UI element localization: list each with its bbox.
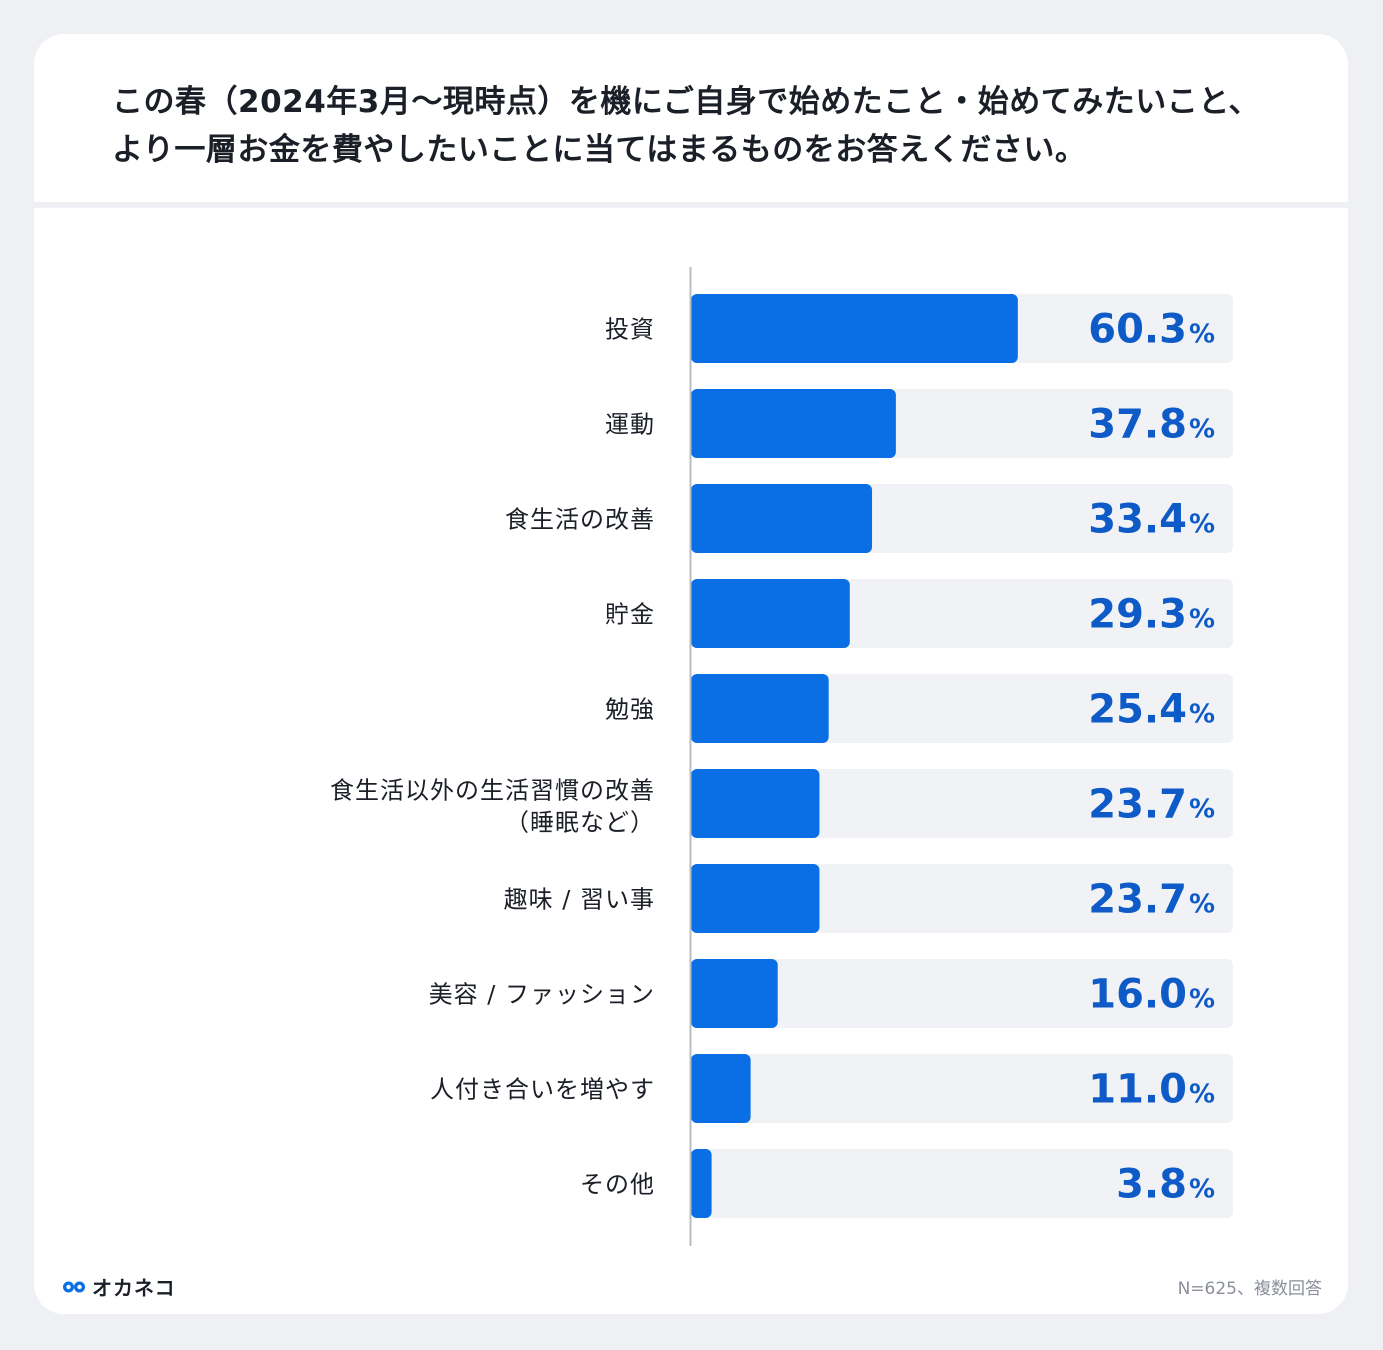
- bar-label: 勉強: [605, 696, 655, 724]
- data-label-value: 11.0: [1088, 1067, 1187, 1113]
- brand-logo: オカネコ: [62, 1272, 176, 1301]
- data-label-unit: %: [1189, 890, 1215, 920]
- bar-label: その他: [580, 1171, 655, 1199]
- bar-label: 食生活以外の生活習慣の改善 （睡眠など）: [330, 777, 655, 837]
- bar-label: 貯金: [605, 601, 655, 629]
- bar: [691, 959, 778, 1028]
- bar-track: [691, 1149, 1233, 1218]
- data-label-value: 25.4: [1088, 687, 1187, 733]
- bar-track: [691, 769, 1233, 838]
- bar-label: 食生活の改善: [505, 506, 655, 534]
- data-label: 11.0%: [1088, 1067, 1215, 1113]
- bar-chart: 投資 60.3% 運動 37.8% 食生活の改善 33.4% 貯金 29.3% 勉強 25.4% 食…: [330, 267, 1233, 1246]
- data-label-unit: %: [1189, 1175, 1215, 1205]
- data-label-value: 60.3: [1088, 307, 1187, 353]
- bar-label: 趣味 / 習い事: [504, 886, 655, 914]
- bar: [691, 484, 873, 553]
- bar-track: [691, 1054, 1233, 1123]
- data-label-value: 29.3: [1088, 592, 1187, 638]
- chart-card: この春（2024年3月〜現時点）を機にご自身で始めたこと・始めてみたいこと、より…: [34, 34, 1348, 1314]
- data-label-unit: %: [1189, 1080, 1215, 1110]
- bar: [691, 294, 1018, 363]
- data-label-value: 33.4: [1088, 497, 1187, 543]
- sample-note: N=625、複数回答: [1177, 1279, 1322, 1299]
- okaneko-logo-icon: [63, 1281, 85, 1292]
- data-label: 3.8%: [1116, 1162, 1215, 1208]
- bar-label: 美容 / ファッション: [429, 981, 655, 1009]
- data-label: 37.8%: [1088, 402, 1215, 448]
- bar-label: 運動: [605, 411, 655, 439]
- data-label-unit: %: [1189, 795, 1215, 825]
- bar: [691, 1054, 751, 1123]
- title-divider: [34, 202, 1348, 208]
- data-label: 33.4%: [1088, 497, 1215, 543]
- data-label-unit: %: [1189, 605, 1215, 635]
- data-label-unit: %: [1189, 510, 1215, 540]
- bar-label: 人付き合いを増やす: [430, 1076, 655, 1104]
- data-label: 25.4%: [1088, 687, 1215, 733]
- data-label-unit: %: [1189, 700, 1215, 730]
- bar: [691, 769, 820, 838]
- data-label-value: 16.0: [1088, 972, 1187, 1018]
- bar: [691, 1149, 712, 1218]
- brand-name: オカネコ: [92, 1276, 176, 1300]
- data-label-value: 23.7: [1088, 782, 1187, 828]
- chart-title: この春（2024年3月〜現時点）を機にご自身で始めたこと・始めてみたいこと、より…: [112, 84, 1260, 168]
- data-label: 16.0%: [1088, 972, 1215, 1018]
- bar: [691, 389, 896, 458]
- data-label: 29.3%: [1088, 592, 1215, 638]
- data-label-value: 37.8: [1088, 402, 1187, 448]
- bar-label-line: （睡眠など）: [505, 809, 655, 837]
- bar-track: [691, 959, 1233, 1028]
- bar-label-line: 食生活以外の生活習慣の改善: [330, 777, 655, 805]
- data-label: 23.7%: [1088, 782, 1215, 828]
- data-label-unit: %: [1189, 985, 1215, 1015]
- data-label: 23.7%: [1088, 877, 1215, 923]
- data-label: 60.3%: [1088, 307, 1215, 353]
- data-label-unit: %: [1189, 320, 1215, 350]
- bar-track: [691, 864, 1233, 933]
- data-label-unit: %: [1189, 415, 1215, 445]
- data-label-value: 3.8: [1116, 1162, 1187, 1208]
- bar: [691, 674, 829, 743]
- bar: [691, 864, 820, 933]
- bar-label: 投資: [605, 316, 655, 344]
- data-label-value: 23.7: [1088, 877, 1187, 923]
- bar: [691, 579, 850, 648]
